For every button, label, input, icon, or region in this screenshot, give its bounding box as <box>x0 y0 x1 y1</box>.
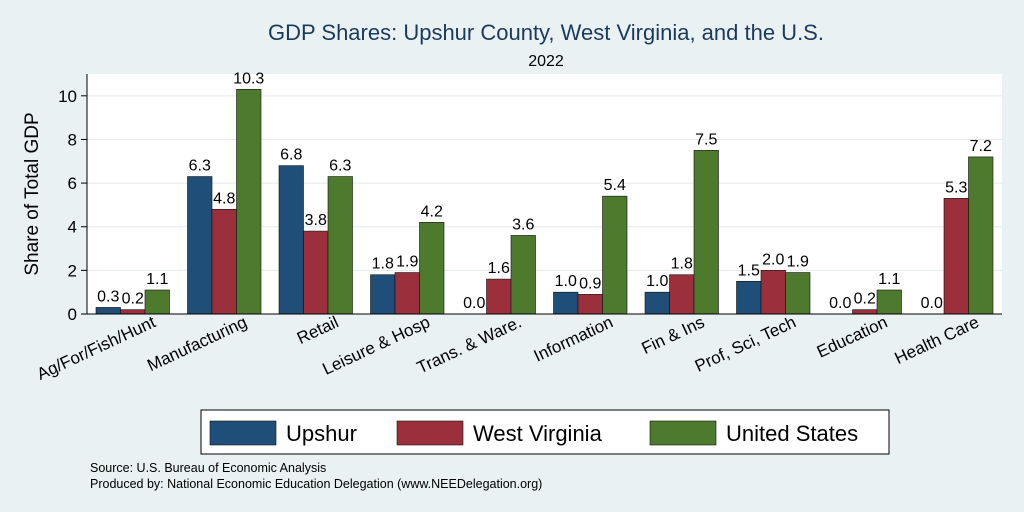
data-label: 1.8 <box>372 256 394 273</box>
bar <box>602 195 628 315</box>
bars <box>95 88 994 315</box>
data-label: 1.0 <box>555 273 577 290</box>
data-label: 0.2 <box>122 291 144 308</box>
y-tick-label: 4 <box>68 218 77 237</box>
bar <box>278 165 304 315</box>
legend-label: West Virginia <box>473 421 603 446</box>
x-category-label: Trans. & Ware. <box>414 312 524 377</box>
data-label: 4.2 <box>421 203 443 220</box>
bar <box>852 309 878 315</box>
legend-swatch <box>649 420 717 446</box>
data-label: 2.0 <box>762 251 784 268</box>
source-note: Source: U.S. Bureau of Economic Analysis <box>90 461 326 475</box>
data-label: 4.8 <box>213 190 235 207</box>
data-label: 5.4 <box>604 177 626 194</box>
bar <box>144 289 170 315</box>
data-label: 0.2 <box>854 291 876 308</box>
data-label: 1.1 <box>146 271 168 288</box>
x-category-label: Fin & Ins <box>639 312 708 358</box>
data-label: 7.2 <box>970 138 992 155</box>
data-label: 1.8 <box>671 256 693 273</box>
x-category-label: Education <box>814 312 891 361</box>
y-tick-label: 8 <box>68 130 77 149</box>
bar <box>303 230 329 315</box>
bar <box>785 272 811 315</box>
bar <box>968 156 994 315</box>
bar <box>236 88 262 315</box>
bar <box>419 222 445 315</box>
bar <box>644 291 670 315</box>
data-label: 0.3 <box>97 288 119 305</box>
bar <box>394 272 420 315</box>
bar <box>120 309 146 315</box>
bar <box>187 176 213 315</box>
y-tick-label: 6 <box>68 174 77 193</box>
data-label: 1.1 <box>878 271 900 288</box>
legend-label: United States <box>726 421 858 446</box>
bar <box>95 307 121 315</box>
y-tick-label: 2 <box>68 261 77 280</box>
data-labels: 0.3 0.21.16.34.810.36.83.86.31.8 1.94.20.0… <box>97 70 992 312</box>
bar <box>876 289 902 315</box>
chart-title: GDP Shares: Upshur County, West Virginia… <box>268 20 824 45</box>
x-category-label: Ag/For/Fish/Hunt <box>34 312 159 384</box>
chart-subtitle: 2022 <box>528 53 564 70</box>
bar <box>693 150 719 315</box>
x-category-label: Information <box>531 312 616 365</box>
data-label: 0.0 <box>463 295 485 312</box>
bar <box>669 274 695 315</box>
y-tick-label: 10 <box>58 87 77 106</box>
legend-box <box>200 409 890 455</box>
y-tick-label: 0 <box>68 305 77 324</box>
bar <box>943 198 969 315</box>
bar <box>736 280 762 315</box>
data-label: 1.6 <box>488 260 510 277</box>
data-label: 7.5 <box>695 131 717 148</box>
data-label: 6.8 <box>280 147 302 164</box>
data-label: 6.3 <box>329 158 351 175</box>
produced-note: Produced by: National Economic Education… <box>90 477 542 491</box>
data-label: 6.3 <box>189 158 211 175</box>
data-label: 10.3 <box>233 70 264 87</box>
legend-swatch <box>396 420 464 446</box>
data-label: 1.9 <box>787 254 809 271</box>
x-category-label: Health Care <box>892 312 982 368</box>
data-label: 3.8 <box>305 212 327 229</box>
legend-swatch <box>209 420 277 446</box>
bar <box>553 291 579 315</box>
data-label: 5.3 <box>945 179 967 196</box>
legend-label: Upshur <box>286 421 357 446</box>
data-label: 1.9 <box>396 254 418 271</box>
bar <box>327 176 353 315</box>
bar <box>370 274 396 315</box>
y-axis-label: Share of Total GDP <box>22 112 43 275</box>
x-category-label: Prof, Sci, Tech <box>692 312 799 375</box>
data-label: 1.0 <box>646 273 668 290</box>
data-label: 0.9 <box>579 275 601 292</box>
bar <box>211 208 237 315</box>
data-label: 1.5 <box>738 262 760 279</box>
bar <box>577 294 603 315</box>
legend: Upshur West Virginia United States <box>200 409 890 455</box>
data-label: 0.0 <box>921 295 943 312</box>
x-category-label: Manufacturing <box>144 312 250 375</box>
data-label: 0.0 <box>829 295 851 312</box>
y-axis-ticks: 0 2 4 6 8 10 <box>58 87 87 324</box>
bar <box>486 278 512 315</box>
data-label: 3.6 <box>512 216 534 233</box>
bar <box>760 270 786 315</box>
bar <box>510 235 536 315</box>
x-category-label: Retail <box>294 312 341 348</box>
